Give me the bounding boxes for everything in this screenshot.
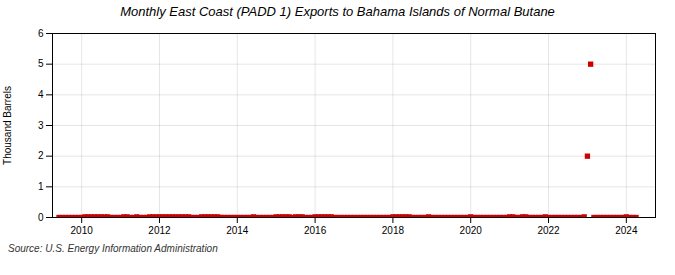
svg-text:3: 3 <box>38 120 44 131</box>
svg-text:0: 0 <box>38 212 44 223</box>
svg-text:5: 5 <box>38 58 44 69</box>
svg-text:2014: 2014 <box>226 225 249 236</box>
svg-text:2012: 2012 <box>148 225 171 236</box>
svg-text:Thousand Barrels: Thousand Barrels <box>2 86 13 165</box>
html-text:Monthly East Coast (PADD 1) Ex: Monthly East Coast (PADD 1) Exports to B… <box>120 4 555 19</box>
svg-text:2020: 2020 <box>460 225 483 236</box>
svg-text:2022: 2022 <box>537 225 560 236</box>
svg-text:4: 4 <box>38 89 44 100</box>
svg-text:2: 2 <box>38 150 44 161</box>
svg-text:2024: 2024 <box>615 225 638 236</box>
svg-text:2010: 2010 <box>71 225 94 236</box>
svg-text:2016: 2016 <box>304 225 327 236</box>
svg-text:2018: 2018 <box>382 225 405 236</box>
svg-text:6: 6 <box>38 28 44 39</box>
svg-text:1: 1 <box>38 181 44 192</box>
html-text:Source: U.S. Energy Informatio: Source: U.S. Energy Information Administ… <box>8 243 218 254</box>
